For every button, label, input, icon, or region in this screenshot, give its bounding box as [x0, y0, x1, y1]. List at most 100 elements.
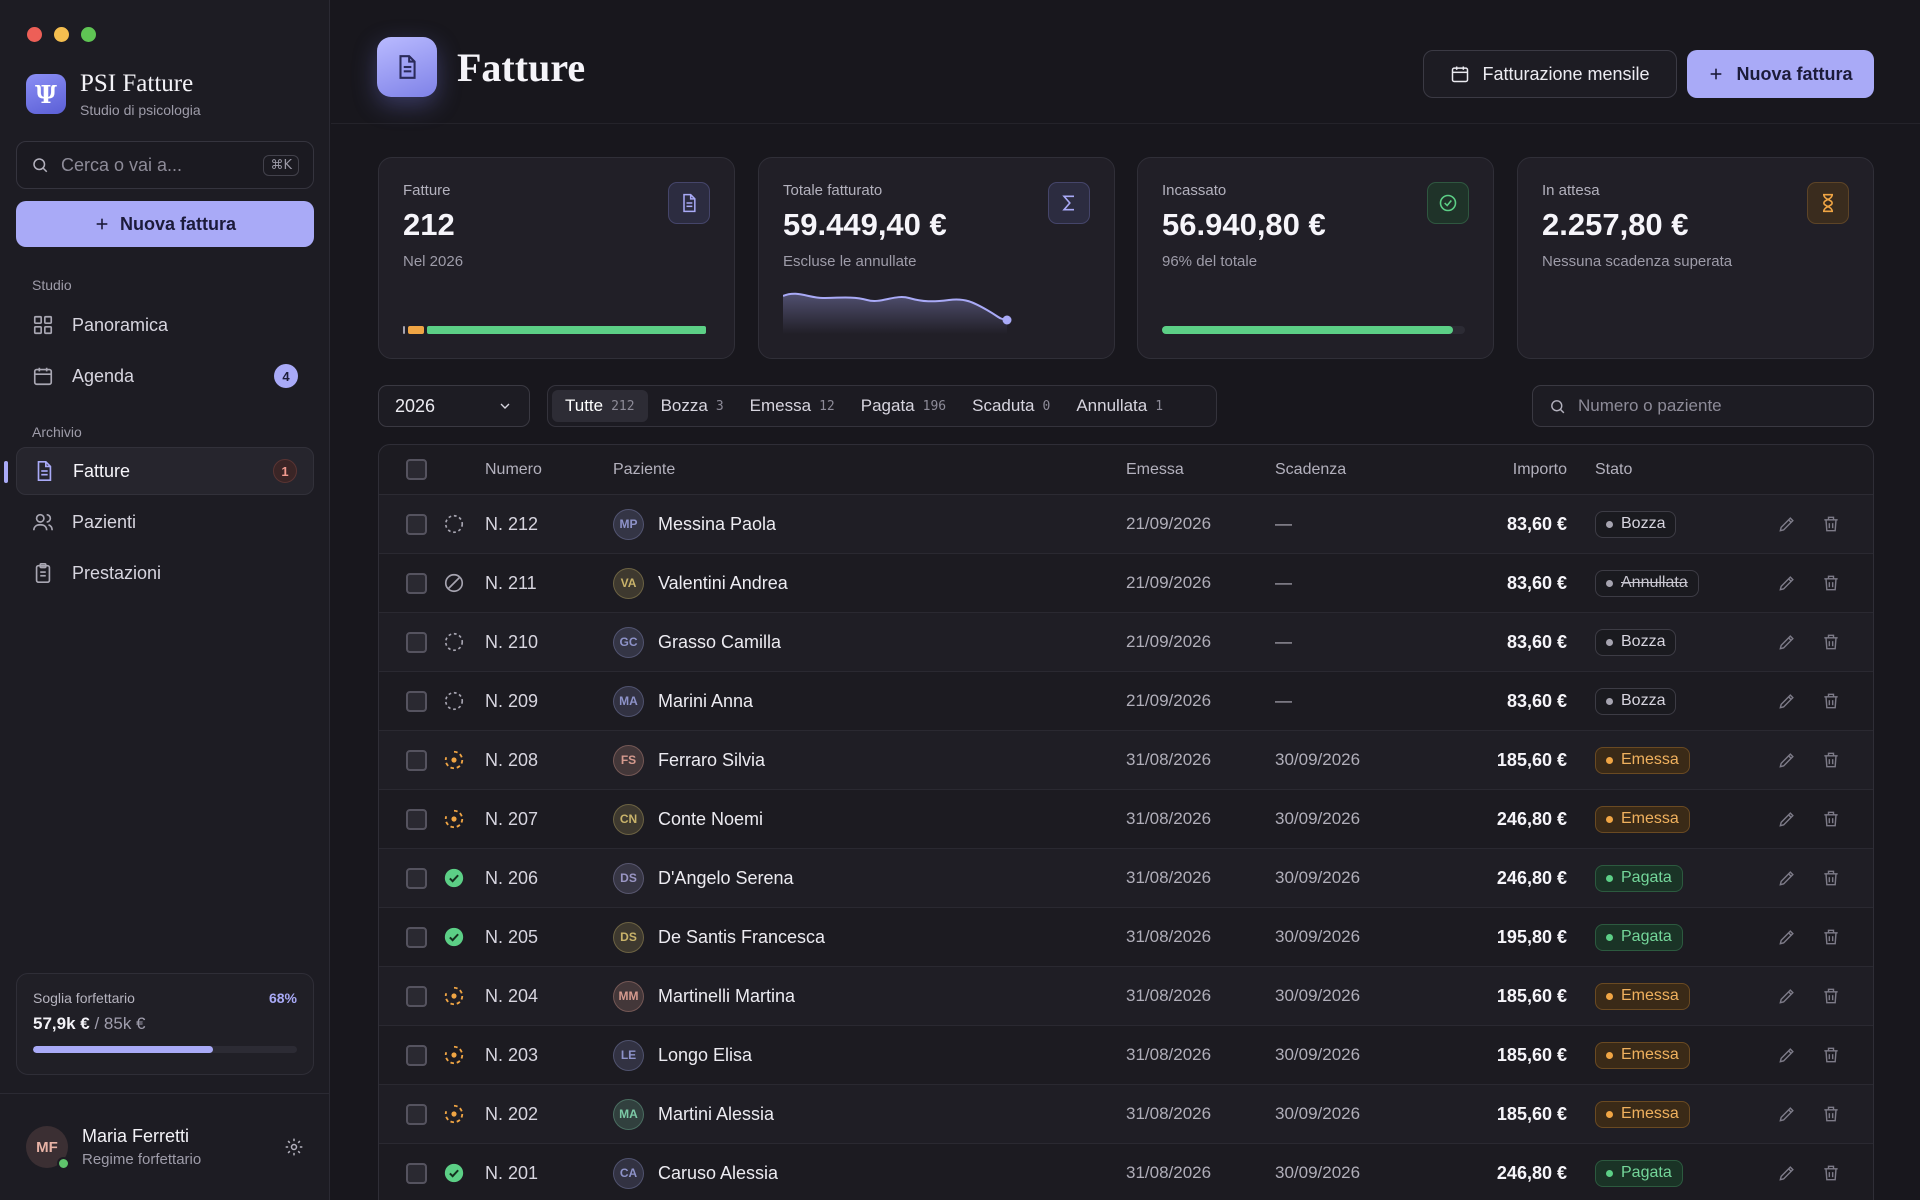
patient-cell[interactable]: MM Martinelli Martina: [613, 967, 795, 1025]
trash-icon[interactable]: [1821, 1104, 1841, 1124]
row-checkbox[interactable]: [406, 867, 427, 889]
trash-icon[interactable]: [1821, 927, 1841, 947]
column-header-scadenza[interactable]: Scadenza: [1275, 460, 1347, 478]
column-header-importo[interactable]: Importo: [1512, 460, 1567, 478]
tab-annullata[interactable]: Annullata 1: [1063, 390, 1176, 422]
row-checkbox[interactable]: [406, 1044, 427, 1066]
table-row[interactable]: N. 212 MP Messina Paola 21/09/2026 — 83,…: [379, 495, 1873, 554]
trash-icon[interactable]: [1821, 1045, 1841, 1065]
column-header-numero[interactable]: Numero: [485, 460, 542, 478]
edit-icon[interactable]: [1777, 1045, 1797, 1065]
table-row[interactable]: N. 208 FS Ferraro Silvia 31/08/2026 30/0…: [379, 731, 1873, 790]
select-all-checkbox[interactable]: [406, 459, 427, 480]
edit-icon[interactable]: [1777, 986, 1797, 1006]
trash-icon[interactable]: [1821, 514, 1841, 534]
card-label: Fatture: [403, 182, 451, 199]
sidebar-item-agenda[interactable]: Agenda 4: [16, 352, 314, 400]
edit-icon[interactable]: [1777, 514, 1797, 534]
patient-cell[interactable]: DS D'Angelo Serena: [613, 849, 794, 907]
tab-emessa[interactable]: Emessa 12: [737, 390, 848, 422]
hourglass-icon: [1807, 182, 1849, 224]
avatar: DS: [613, 921, 644, 953]
patient-cell[interactable]: CN Conte Noemi: [613, 790, 763, 848]
sidebar-new-invoice-button[interactable]: Nuova fattura: [16, 201, 314, 247]
table-row[interactable]: N. 209 MA Marini Anna 21/09/2026 — 83,60…: [379, 672, 1873, 731]
tab-pagata[interactable]: Pagata 196: [848, 390, 959, 422]
edit-icon[interactable]: [1777, 1163, 1797, 1183]
sidebar-item-pazienti[interactable]: Pazienti: [16, 498, 314, 546]
sidebar-search[interactable]: Cerca o vai a... ⌘K: [16, 141, 314, 189]
column-header-paziente[interactable]: Paziente: [613, 460, 676, 478]
row-checkbox[interactable]: [406, 985, 427, 1007]
sigma-icon: [1048, 182, 1090, 224]
status-label: Emessa: [1621, 810, 1679, 827]
invoice-search-input[interactable]: Numero o paziente: [1532, 385, 1874, 427]
user-profile: MF Maria Ferretti Regime forfettario: [0, 1093, 330, 1200]
table-row[interactable]: N. 211 VA Valentini Andrea 21/09/2026 — …: [379, 554, 1873, 613]
monthly-billing-button[interactable]: Fatturazione mensile: [1423, 50, 1677, 98]
table-row[interactable]: N. 203 LE Longo Elisa 31/08/2026 30/09/2…: [379, 1026, 1873, 1085]
table-row[interactable]: N. 202 MA Martini Alessia 31/08/2026 30/…: [379, 1085, 1873, 1144]
row-checkbox[interactable]: [406, 808, 427, 830]
patient-cell[interactable]: MP Messina Paola: [613, 495, 776, 553]
tab-bozza[interactable]: Bozza 3: [648, 390, 737, 422]
maximize-window-button[interactable]: [81, 27, 96, 42]
year-select[interactable]: 2026: [378, 385, 530, 427]
tab-tutte[interactable]: Tutte 212: [552, 390, 648, 422]
patient-cell[interactable]: MA Marini Anna: [613, 672, 753, 730]
paid-status-icon: [443, 908, 465, 966]
invoice-amount: 83,60 €: [1506, 690, 1567, 711]
patient-cell[interactable]: GC Grasso Camilla: [613, 613, 781, 671]
sidebar-item-prestazioni[interactable]: Prestazioni: [16, 549, 314, 597]
edit-icon[interactable]: [1777, 868, 1797, 888]
row-checkbox[interactable]: [406, 572, 427, 594]
issued-status-icon: [443, 731, 465, 789]
row-checkbox[interactable]: [406, 631, 427, 653]
patient-cell[interactable]: DS De Santis Francesca: [613, 908, 825, 966]
row-checkbox[interactable]: [406, 690, 427, 712]
table-row[interactable]: N. 207 CN Conte Noemi 31/08/2026 30/09/2…: [379, 790, 1873, 849]
table-row[interactable]: N. 206 DS D'Angelo Serena 31/08/2026 30/…: [379, 849, 1873, 908]
row-checkbox[interactable]: [406, 513, 427, 535]
trash-icon[interactable]: [1821, 809, 1841, 829]
tab-scaduta[interactable]: Scaduta 0: [959, 390, 1063, 422]
patient-cell[interactable]: MA Martini Alessia: [613, 1085, 774, 1143]
sidebar-item-fatture[interactable]: Fatture 1: [16, 447, 314, 495]
trash-icon[interactable]: [1821, 573, 1841, 593]
edit-icon[interactable]: [1777, 573, 1797, 593]
trash-icon[interactable]: [1821, 632, 1841, 652]
table-row[interactable]: N. 201 CA Caruso Alessia 31/08/2026 30/0…: [379, 1144, 1873, 1200]
table-row[interactable]: N. 204 MM Martinelli Martina 31/08/2026 …: [379, 967, 1873, 1026]
close-window-button[interactable]: [27, 27, 42, 42]
invoice-amount: 83,60 €: [1506, 572, 1567, 593]
sidebar-item-panoramica[interactable]: Panoramica: [16, 301, 314, 349]
gear-icon[interactable]: [284, 1137, 304, 1157]
table-row[interactable]: N. 210 GC Grasso Camilla 21/09/2026 — 83…: [379, 613, 1873, 672]
edit-icon[interactable]: [1777, 750, 1797, 770]
row-checkbox[interactable]: [406, 1162, 427, 1184]
avatar[interactable]: MF: [26, 1126, 70, 1170]
patient-cell[interactable]: VA Valentini Andrea: [613, 554, 788, 612]
edit-icon[interactable]: [1777, 809, 1797, 829]
edit-icon[interactable]: [1777, 927, 1797, 947]
edit-icon[interactable]: [1777, 1104, 1797, 1124]
row-checkbox[interactable]: [406, 749, 427, 771]
monthly-billing-label: Fatturazione mensile: [1482, 63, 1650, 84]
row-checkbox[interactable]: [406, 1103, 427, 1125]
column-header-stato[interactable]: Stato: [1595, 460, 1633, 478]
trash-icon[interactable]: [1821, 986, 1841, 1006]
row-checkbox[interactable]: [406, 926, 427, 948]
column-header-emessa[interactable]: Emessa: [1126, 460, 1184, 478]
trash-icon[interactable]: [1821, 868, 1841, 888]
trash-icon[interactable]: [1821, 750, 1841, 770]
patient-cell[interactable]: CA Caruso Alessia: [613, 1144, 778, 1200]
new-invoice-button[interactable]: Nuova fattura: [1687, 50, 1874, 98]
patient-cell[interactable]: FS Ferraro Silvia: [613, 731, 765, 789]
trash-icon[interactable]: [1821, 1163, 1841, 1183]
minimize-window-button[interactable]: [54, 27, 69, 42]
trash-icon[interactable]: [1821, 691, 1841, 711]
table-row[interactable]: N. 205 DS De Santis Francesca 31/08/2026…: [379, 908, 1873, 967]
edit-icon[interactable]: [1777, 691, 1797, 711]
edit-icon[interactable]: [1777, 632, 1797, 652]
patient-cell[interactable]: LE Longo Elisa: [613, 1026, 752, 1084]
